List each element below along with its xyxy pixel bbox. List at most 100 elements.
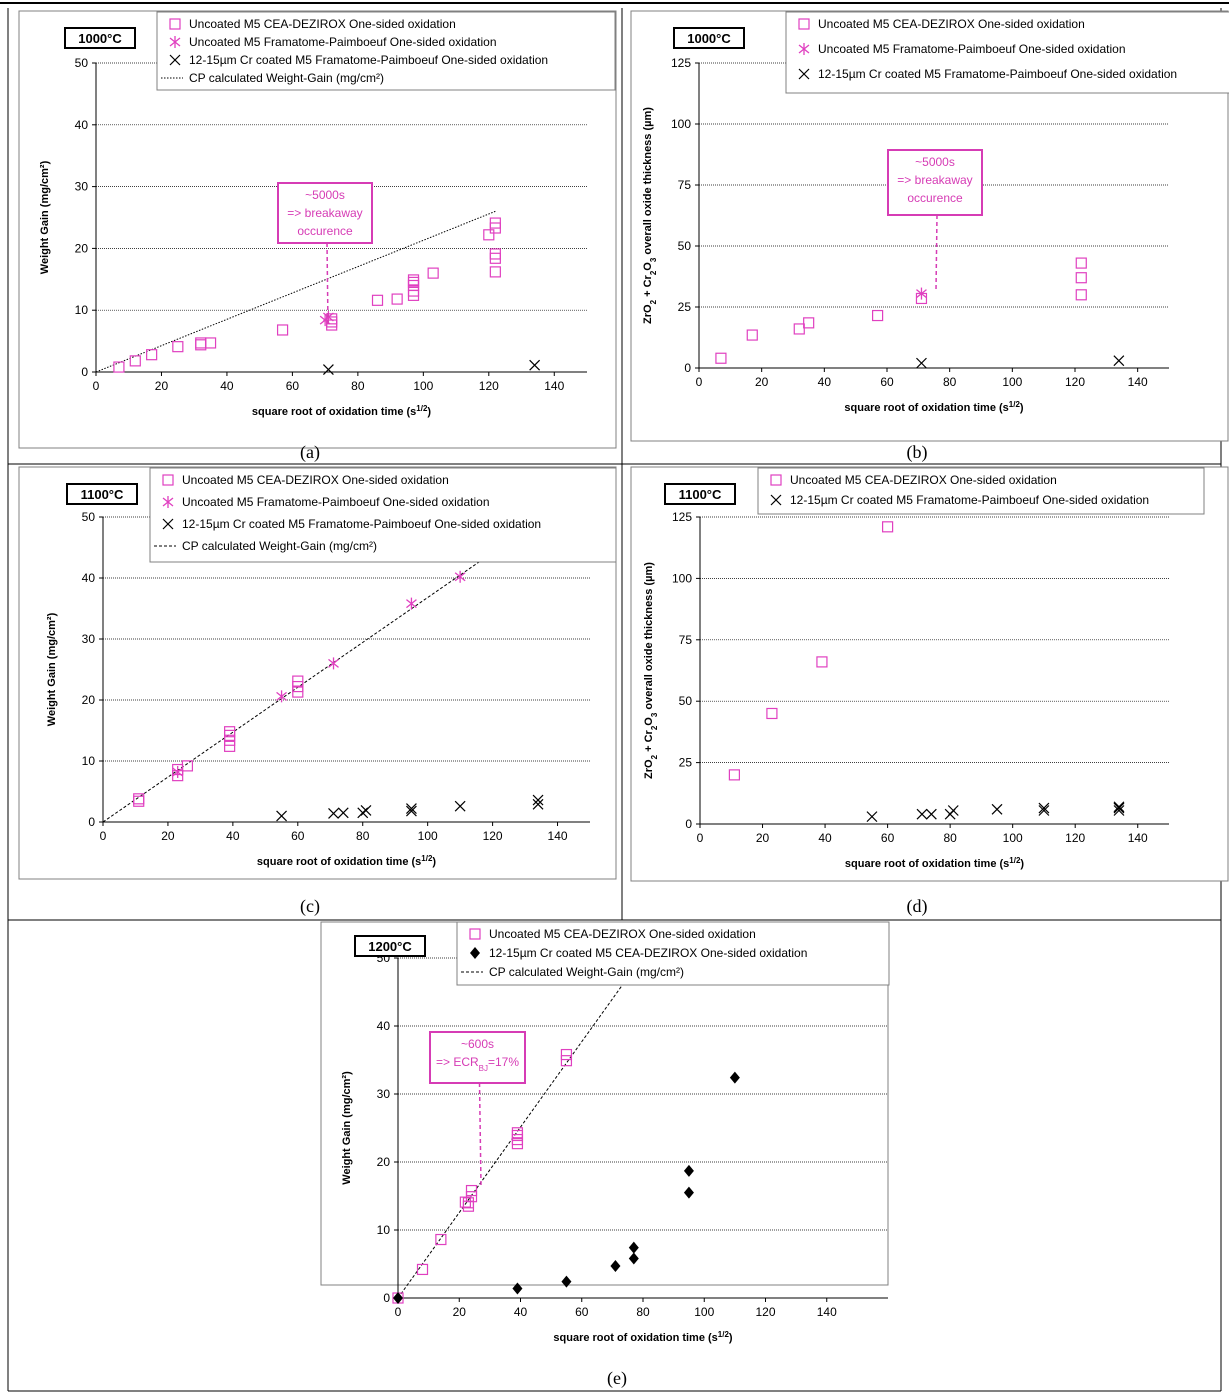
data-point-8 bbox=[1075, 257, 1087, 269]
data-point-7 bbox=[1038, 802, 1050, 814]
y-tick-label: 10 bbox=[82, 754, 96, 768]
panel-caption: (b) bbox=[907, 442, 928, 463]
x-axis-label: square root of oxidation time (s1/2) bbox=[844, 400, 1024, 415]
data-point-2 bbox=[925, 808, 937, 820]
data-point-9 bbox=[1113, 802, 1125, 814]
series-1 bbox=[916, 287, 927, 300]
temperature-label: 1200°C bbox=[354, 935, 426, 957]
data-point-18 bbox=[427, 267, 439, 279]
data-point-12 bbox=[391, 293, 403, 305]
temperature-label: 1100°C bbox=[664, 483, 736, 505]
legend-box bbox=[785, 11, 1229, 94]
data-point-1 bbox=[916, 808, 928, 820]
legend-entry: Uncoated M5 CEA-DEZIROX One-sided oxidat… bbox=[189, 17, 456, 31]
data-point-0 bbox=[113, 361, 125, 373]
annotation-line-3: occurence bbox=[297, 224, 353, 238]
series-0 bbox=[728, 521, 894, 781]
legend: Uncoated M5 CEA-DEZIROX One-sided oxidat… bbox=[149, 467, 617, 563]
legend: Uncoated M5 CEA-DEZIROX One-sided oxidat… bbox=[757, 467, 1205, 515]
y-tick-label: 0 bbox=[81, 365, 88, 379]
data-point-legend bbox=[169, 36, 181, 48]
series-0 bbox=[392, 959, 643, 1304]
x-stroke-2 bbox=[916, 808, 928, 820]
data-point-19 bbox=[483, 229, 495, 241]
temperature-text: 1200°C bbox=[368, 939, 412, 954]
x-stroke-2 bbox=[1113, 801, 1125, 813]
annotation-callout: ~5000s => breakaway occurence bbox=[887, 149, 983, 291]
legend-box bbox=[149, 467, 617, 563]
x-tick-label: 0 bbox=[696, 375, 703, 389]
y-tick-label: 10 bbox=[377, 1223, 391, 1237]
data-point-4 bbox=[181, 760, 194, 772]
x-tick-label: 140 bbox=[817, 1305, 837, 1319]
data-point-legend bbox=[169, 54, 181, 66]
x-stroke-2 bbox=[770, 494, 782, 506]
data-point-10 bbox=[1113, 801, 1125, 813]
data-point-legend bbox=[162, 518, 174, 530]
data-point-3 bbox=[172, 341, 184, 353]
temperature-text: 1100°C bbox=[679, 487, 722, 502]
x-tick-label: 100 bbox=[694, 1305, 714, 1319]
legend-box bbox=[757, 467, 1205, 515]
temperature-text: 1000°C bbox=[78, 31, 122, 46]
x-tick-label: 20 bbox=[155, 379, 169, 393]
legend-entry: CP calculated Weight-Gain (mg/cm²) bbox=[489, 965, 684, 979]
x-tick-label: 80 bbox=[943, 375, 957, 389]
y-tick-label: 125 bbox=[671, 56, 691, 70]
y-tick-label: 50 bbox=[679, 694, 693, 708]
x-tick-label: 120 bbox=[755, 1305, 775, 1319]
data-point-3 bbox=[803, 317, 815, 329]
x-tick-label: 40 bbox=[220, 379, 234, 393]
chart-panel-b: 0 25 50 75 100 125 0 20 40 60 80 100 120 140 square ro… bbox=[630, 10, 1229, 463]
y-tick-label: 30 bbox=[377, 1087, 391, 1101]
x-stroke-2 bbox=[532, 798, 544, 810]
data-point-1 bbox=[416, 1263, 429, 1276]
data-point-11 bbox=[292, 675, 304, 687]
data-point-legend bbox=[798, 18, 810, 30]
series-2 bbox=[276, 794, 544, 822]
x-tick-label: 0 bbox=[697, 831, 704, 845]
y-tick-label: 0 bbox=[685, 817, 692, 831]
data-point-4 bbox=[360, 804, 372, 816]
x-tick-label: 120 bbox=[1065, 831, 1085, 845]
panel-caption: (c) bbox=[300, 896, 320, 917]
x-tick-label: 60 bbox=[291, 829, 305, 843]
legend-entry: 12-15µm Cr coated M5 Framatome-Paimboeuf… bbox=[189, 53, 548, 67]
y-axis-label: Weight Gain (mg/cm²) bbox=[39, 160, 51, 274]
x-tick-label: 140 bbox=[1128, 375, 1148, 389]
y-axis-label: ZrO2 + Cr2O3 overall oxide thickness (µm… bbox=[642, 107, 658, 324]
x-tick-label: 120 bbox=[483, 829, 503, 843]
x-tick-label: 80 bbox=[636, 1305, 650, 1319]
data-point-9 bbox=[532, 794, 544, 806]
asterisk-stroke-2 bbox=[172, 767, 184, 777]
x-tick-label: 40 bbox=[818, 375, 832, 389]
x-tick-label: 120 bbox=[1065, 375, 1085, 389]
data-point-8 bbox=[224, 726, 236, 738]
data-point-6 bbox=[406, 803, 417, 815]
data-point-3 bbox=[881, 521, 894, 533]
legend-entry: Uncoated M5 Framatome-Paimboeuf One-side… bbox=[189, 35, 497, 49]
y-tick-label: 75 bbox=[679, 633, 693, 647]
cp-calculated-line bbox=[102, 540, 510, 823]
x-stroke-2 bbox=[406, 805, 417, 817]
data-point-6 bbox=[465, 1191, 478, 1203]
annotation-box bbox=[429, 1031, 526, 1084]
x-tick-label: 40 bbox=[514, 1305, 528, 1319]
data-point-17 bbox=[407, 274, 420, 286]
legend-entry: 12-15µm Cr coated M5 Framatome-Paimboeuf… bbox=[182, 517, 541, 531]
series-2 bbox=[916, 355, 1125, 369]
asterisk-stroke-2 bbox=[454, 572, 466, 582]
x-tick-label: 60 bbox=[575, 1305, 589, 1319]
y-tick-label: 40 bbox=[377, 1019, 391, 1033]
data-point-6 bbox=[204, 337, 217, 349]
data-point-13 bbox=[560, 1048, 573, 1061]
data-point-legend bbox=[169, 18, 181, 30]
annotation-line-1: ~5000s bbox=[915, 155, 955, 169]
y-tick-label: 100 bbox=[672, 571, 692, 585]
y-tick-label: 25 bbox=[678, 300, 692, 314]
asterisk-stroke-2 bbox=[162, 497, 174, 507]
x-tick-label: 20 bbox=[755, 375, 769, 389]
data-point-2 bbox=[793, 323, 805, 335]
y-tick-label: 40 bbox=[75, 118, 89, 132]
